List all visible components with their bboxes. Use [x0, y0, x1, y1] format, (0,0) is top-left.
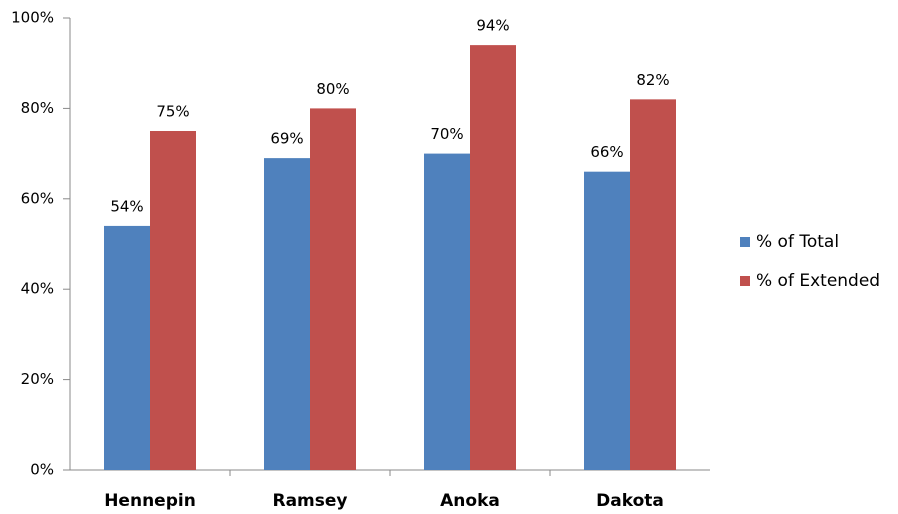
bar — [424, 153, 470, 470]
bar — [584, 171, 630, 470]
x-tick-label: Ramsey — [272, 491, 347, 511]
bar — [150, 131, 196, 470]
y-tick-label: 100% — [11, 9, 54, 27]
bar — [470, 45, 516, 471]
data-label: 54% — [110, 197, 143, 215]
y-tick-label: 80% — [21, 99, 54, 117]
x-tick-label: Dakota — [596, 491, 664, 511]
legend-swatch — [740, 237, 750, 247]
data-label: 82% — [636, 71, 669, 89]
data-label: 94% — [476, 17, 509, 35]
data-label: 70% — [430, 125, 463, 143]
y-tick-label: 40% — [21, 280, 54, 298]
data-label: 80% — [316, 80, 349, 98]
data-label: 66% — [590, 143, 623, 161]
y-tick-label: 20% — [21, 370, 54, 388]
bar — [630, 99, 676, 471]
data-label: 75% — [156, 103, 189, 121]
legend-label: % of Extended — [756, 271, 880, 291]
x-tick-label: Hennepin — [104, 491, 196, 511]
x-tick-label: Anoka — [440, 491, 500, 511]
legend-label: % of Total — [756, 232, 839, 252]
legend-swatch — [740, 276, 750, 286]
y-tick-label: 60% — [21, 189, 54, 207]
bar — [264, 158, 310, 470]
y-tick-label: 0% — [30, 461, 54, 479]
bar — [310, 108, 356, 471]
data-label: 69% — [270, 130, 303, 148]
bar — [104, 225, 150, 470]
